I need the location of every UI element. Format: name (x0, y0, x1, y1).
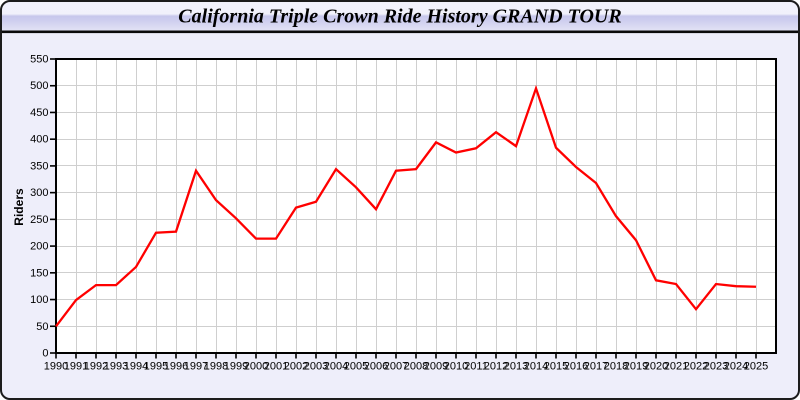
svg-text:450: 450 (30, 107, 48, 119)
svg-text:300: 300 (30, 187, 48, 199)
svg-text:1997: 1997 (184, 361, 208, 373)
svg-text:2003: 2003 (304, 361, 328, 373)
svg-text:2023: 2023 (704, 361, 728, 373)
svg-text:2001: 2001 (264, 361, 288, 373)
svg-text:2025: 2025 (744, 361, 768, 373)
svg-text:2022: 2022 (684, 361, 708, 373)
svg-text:2009: 2009 (424, 361, 448, 373)
svg-text:100: 100 (30, 294, 48, 306)
svg-text:400: 400 (30, 134, 48, 146)
svg-text:1998: 1998 (204, 361, 228, 373)
svg-text:500: 500 (30, 80, 48, 92)
svg-text:2014: 2014 (524, 361, 548, 373)
svg-text:2004: 2004 (324, 361, 348, 373)
svg-text:2018: 2018 (604, 361, 628, 373)
svg-text:1993: 1993 (104, 361, 128, 373)
svg-text:350: 350 (30, 160, 48, 172)
svg-text:California Triple Crown Ride H: California Triple Crown Ride History GRA… (178, 6, 621, 28)
svg-text:2019: 2019 (624, 361, 648, 373)
svg-text:1996: 1996 (164, 361, 188, 373)
svg-text:2008: 2008 (404, 361, 428, 373)
svg-text:2002: 2002 (284, 361, 308, 373)
svg-text:200: 200 (30, 241, 48, 253)
svg-text:2016: 2016 (564, 361, 588, 373)
svg-text:2010: 2010 (444, 361, 468, 373)
svg-text:2021: 2021 (664, 361, 688, 373)
svg-text:2011: 2011 (464, 361, 488, 373)
svg-text:2012: 2012 (484, 361, 508, 373)
svg-text:550: 550 (30, 54, 48, 66)
svg-text:150: 150 (30, 267, 48, 279)
svg-text:2005: 2005 (344, 361, 368, 373)
svg-text:250: 250 (30, 214, 48, 226)
svg-text:1994: 1994 (124, 361, 148, 373)
svg-text:1995: 1995 (144, 361, 168, 373)
svg-text:2013: 2013 (504, 361, 528, 373)
svg-text:1999: 1999 (224, 361, 248, 373)
svg-text:2007: 2007 (384, 361, 408, 373)
svg-text:1991: 1991 (64, 361, 88, 373)
svg-text:2015: 2015 (544, 361, 568, 373)
svg-text:2006: 2006 (364, 361, 388, 373)
svg-text:Riders: Riders (12, 188, 26, 226)
svg-text:2024: 2024 (724, 361, 748, 373)
svg-text:50: 50 (36, 321, 48, 333)
svg-text:1990: 1990 (44, 361, 68, 373)
svg-text:2017: 2017 (584, 361, 608, 373)
svg-text:2020: 2020 (644, 361, 668, 373)
svg-text:1992: 1992 (84, 361, 108, 373)
svg-text:2000: 2000 (244, 361, 268, 373)
svg-text:0: 0 (42, 348, 48, 360)
